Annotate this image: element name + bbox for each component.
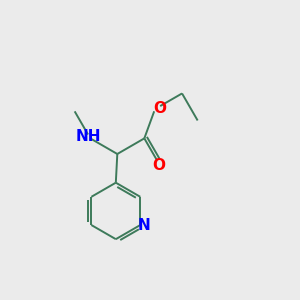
Text: NH: NH (76, 128, 101, 143)
Text: O: O (153, 101, 166, 116)
Text: O: O (152, 158, 165, 173)
Text: N: N (138, 218, 151, 233)
